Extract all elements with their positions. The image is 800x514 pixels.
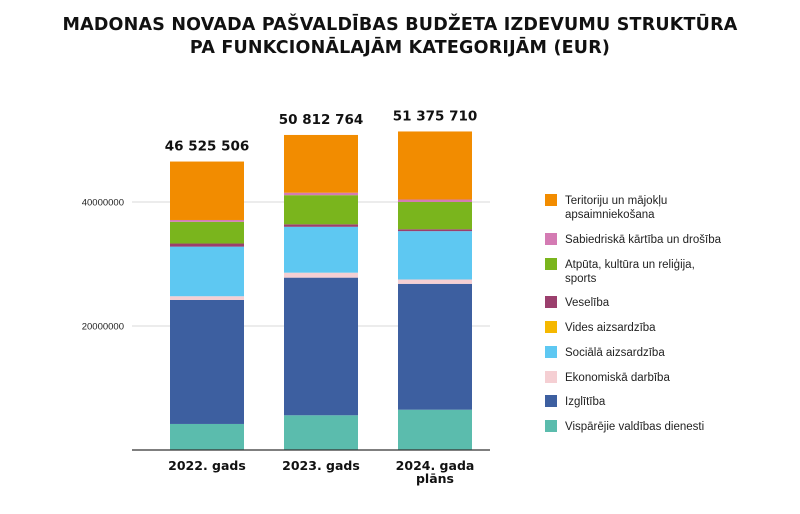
bar-segment-2-3 <box>398 231 472 280</box>
bar-segment-0-5 <box>170 243 244 247</box>
y-tick-label-0: 20000000 <box>82 322 124 333</box>
bar-segment-2-6 <box>398 202 472 230</box>
legend-label-7: Izglītība <box>565 396 606 408</box>
bar-segment-2-8 <box>398 131 472 200</box>
bar-segment-0-1 <box>170 299 244 424</box>
legend-label-2-1: sports <box>565 273 597 285</box>
bar-segment-0-3 <box>170 246 244 297</box>
bar-total-label-1: 50 812 764 <box>279 112 364 128</box>
bar-segment-1-0 <box>284 415 358 450</box>
chart-title-line-1: MADONAS NOVADA PAŠVALDĪBAS BUDŽETA IZDEV… <box>62 15 738 35</box>
bar-total-label-2: 51 375 710 <box>393 108 478 124</box>
x-tick-label-2-1: plāns <box>416 471 454 486</box>
bar-segment-2-0 <box>398 409 472 450</box>
bar-segment-1-3 <box>284 226 358 273</box>
legend-label-0-1: apsaimniekošana <box>565 209 655 221</box>
legend-swatch-2 <box>545 258 557 270</box>
legend-label-2: Atpūta, kultūra un reliģija, <box>565 258 695 271</box>
legend-label-3: Veselība <box>565 297 610 309</box>
bar-total-label-0: 46 525 506 <box>165 139 250 155</box>
legend-swatch-8 <box>545 420 557 432</box>
bar-segment-2-2 <box>398 279 472 284</box>
legend-swatch-4 <box>545 321 557 333</box>
bar-segment-1-7 <box>284 192 358 196</box>
bar-segment-0-8 <box>170 161 244 220</box>
bar-segment-2-5 <box>398 229 472 232</box>
legend-swatch-6 <box>545 371 557 383</box>
legend-swatch-1 <box>545 233 557 245</box>
legend-swatch-0 <box>545 194 557 206</box>
legend-label-6: Ekonomiskā darbība <box>565 372 670 384</box>
bar-segment-1-8 <box>284 134 358 193</box>
chart-title: MADONAS NOVADA PAŠVALDĪBAS BUDŽETA IZDEV… <box>0 14 800 60</box>
legend-swatch-3 <box>545 296 557 308</box>
legend-label-4: Vides aizsardzība <box>565 322 656 334</box>
bar-segment-0-2 <box>170 296 244 300</box>
legend-swatch-7 <box>545 395 557 407</box>
bar-segment-1-6 <box>284 195 358 225</box>
legend-swatch-5 <box>545 346 557 358</box>
bar-segment-0-0 <box>170 423 244 450</box>
y-tick-label-1: 40000000 <box>82 198 124 209</box>
legend-label-1: Sabiedriskā kārtība un drošība <box>565 234 722 246</box>
bar-segment-1-2 <box>284 272 358 278</box>
bar-segment-2-7 <box>398 199 472 202</box>
x-tick-label-2: 2024. gada <box>396 458 475 473</box>
legend-label-0: Teritoriju un mājokļu <box>565 195 667 207</box>
legend-label-8: Vispārējie valdības dienesti <box>565 421 704 433</box>
legend-label-5: Sociālā aizsardzība <box>565 347 665 359</box>
x-tick-label-1: 2023. gads <box>282 458 360 473</box>
bar-segment-1-1 <box>284 277 358 416</box>
bar-segment-0-7 <box>170 219 244 222</box>
chart-title-line-2: PA FUNKCIONĀLAJĀM KATEGORIJĀM (EUR) <box>189 38 611 58</box>
bar-segment-1-5 <box>284 224 358 227</box>
bar-segment-0-6 <box>170 221 244 244</box>
x-tick-label-0: 2022. gads <box>168 458 246 473</box>
bar-segment-2-1 <box>398 283 472 410</box>
